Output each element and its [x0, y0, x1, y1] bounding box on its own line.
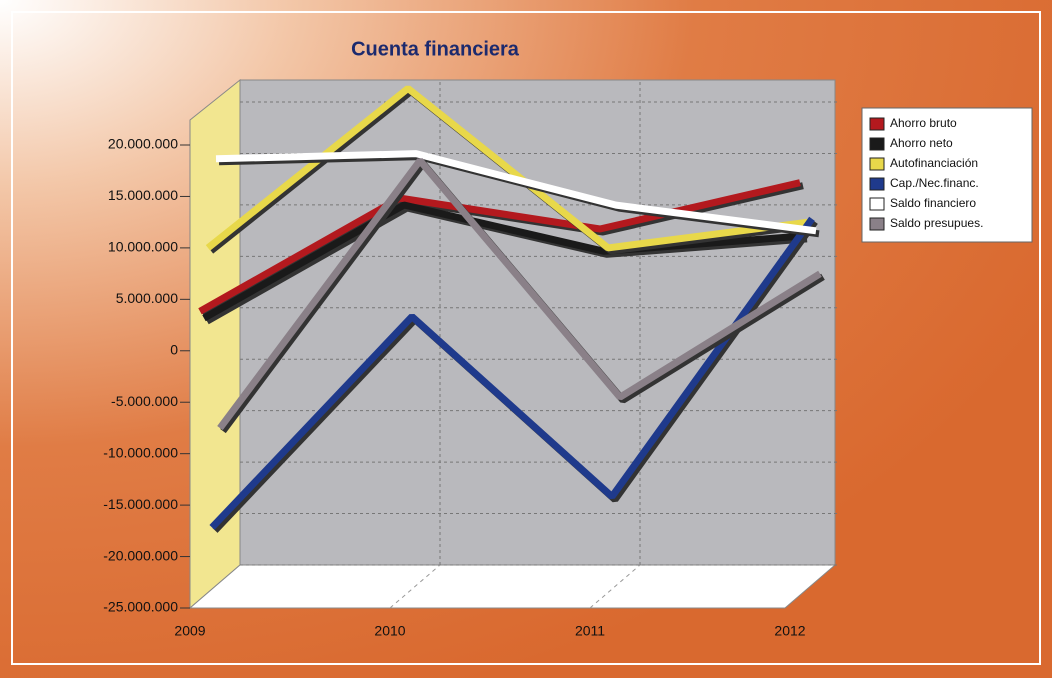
- legend-label: Saldo financiero: [890, 196, 976, 210]
- legend-swatch: [869, 177, 885, 191]
- line-series: [215, 150, 817, 235]
- y-tick-label: -5.000.000: [111, 393, 178, 409]
- legend-label: Autofinanciación: [890, 156, 978, 170]
- legend-label: Ahorro bruto: [890, 116, 957, 130]
- line-series: [209, 216, 815, 530]
- floor-grid: [589, 564, 641, 609]
- line-series: [205, 85, 809, 252]
- x-tick-label: 2011: [575, 623, 605, 639]
- y-tick-label: -25.000.000: [103, 599, 178, 615]
- y-tick-label: -10.000.000: [103, 444, 178, 460]
- frame: [11, 11, 1041, 665]
- x-tick-label: 2010: [374, 623, 405, 639]
- y-tick-label: -20.000.000: [103, 547, 178, 563]
- y-tick-label: 20.000.000: [108, 136, 178, 152]
- y-tick-label: -15.000.000: [103, 496, 178, 512]
- legend-swatch: [869, 217, 885, 231]
- legend-swatch: [869, 117, 885, 131]
- y-tick-label: 0: [170, 341, 178, 357]
- legend-swatch: [869, 137, 885, 151]
- floor: [188, 564, 837, 609]
- line-series: [217, 158, 822, 431]
- x-tick-label: 2012: [774, 623, 805, 639]
- legend-label: Ahorro neto: [890, 136, 953, 150]
- line-series: [198, 179, 801, 315]
- floor-grid: [389, 564, 441, 609]
- y-tick-label: 15.000.000: [108, 187, 178, 203]
- chart-title: Cuenta financiera: [351, 38, 520, 60]
- legend-swatch: [869, 197, 885, 211]
- y-tick-label: 5.000.000: [116, 290, 178, 306]
- y-tick-label: 10.000.000: [108, 239, 178, 255]
- legend-swatch: [869, 157, 885, 171]
- legend-label: Cap./Nec.financ.: [890, 176, 979, 190]
- line-series: [202, 201, 805, 322]
- legend-label: Saldo presupues.: [890, 216, 983, 230]
- legend: [861, 107, 1033, 243]
- x-tick-label: 2009: [174, 623, 205, 639]
